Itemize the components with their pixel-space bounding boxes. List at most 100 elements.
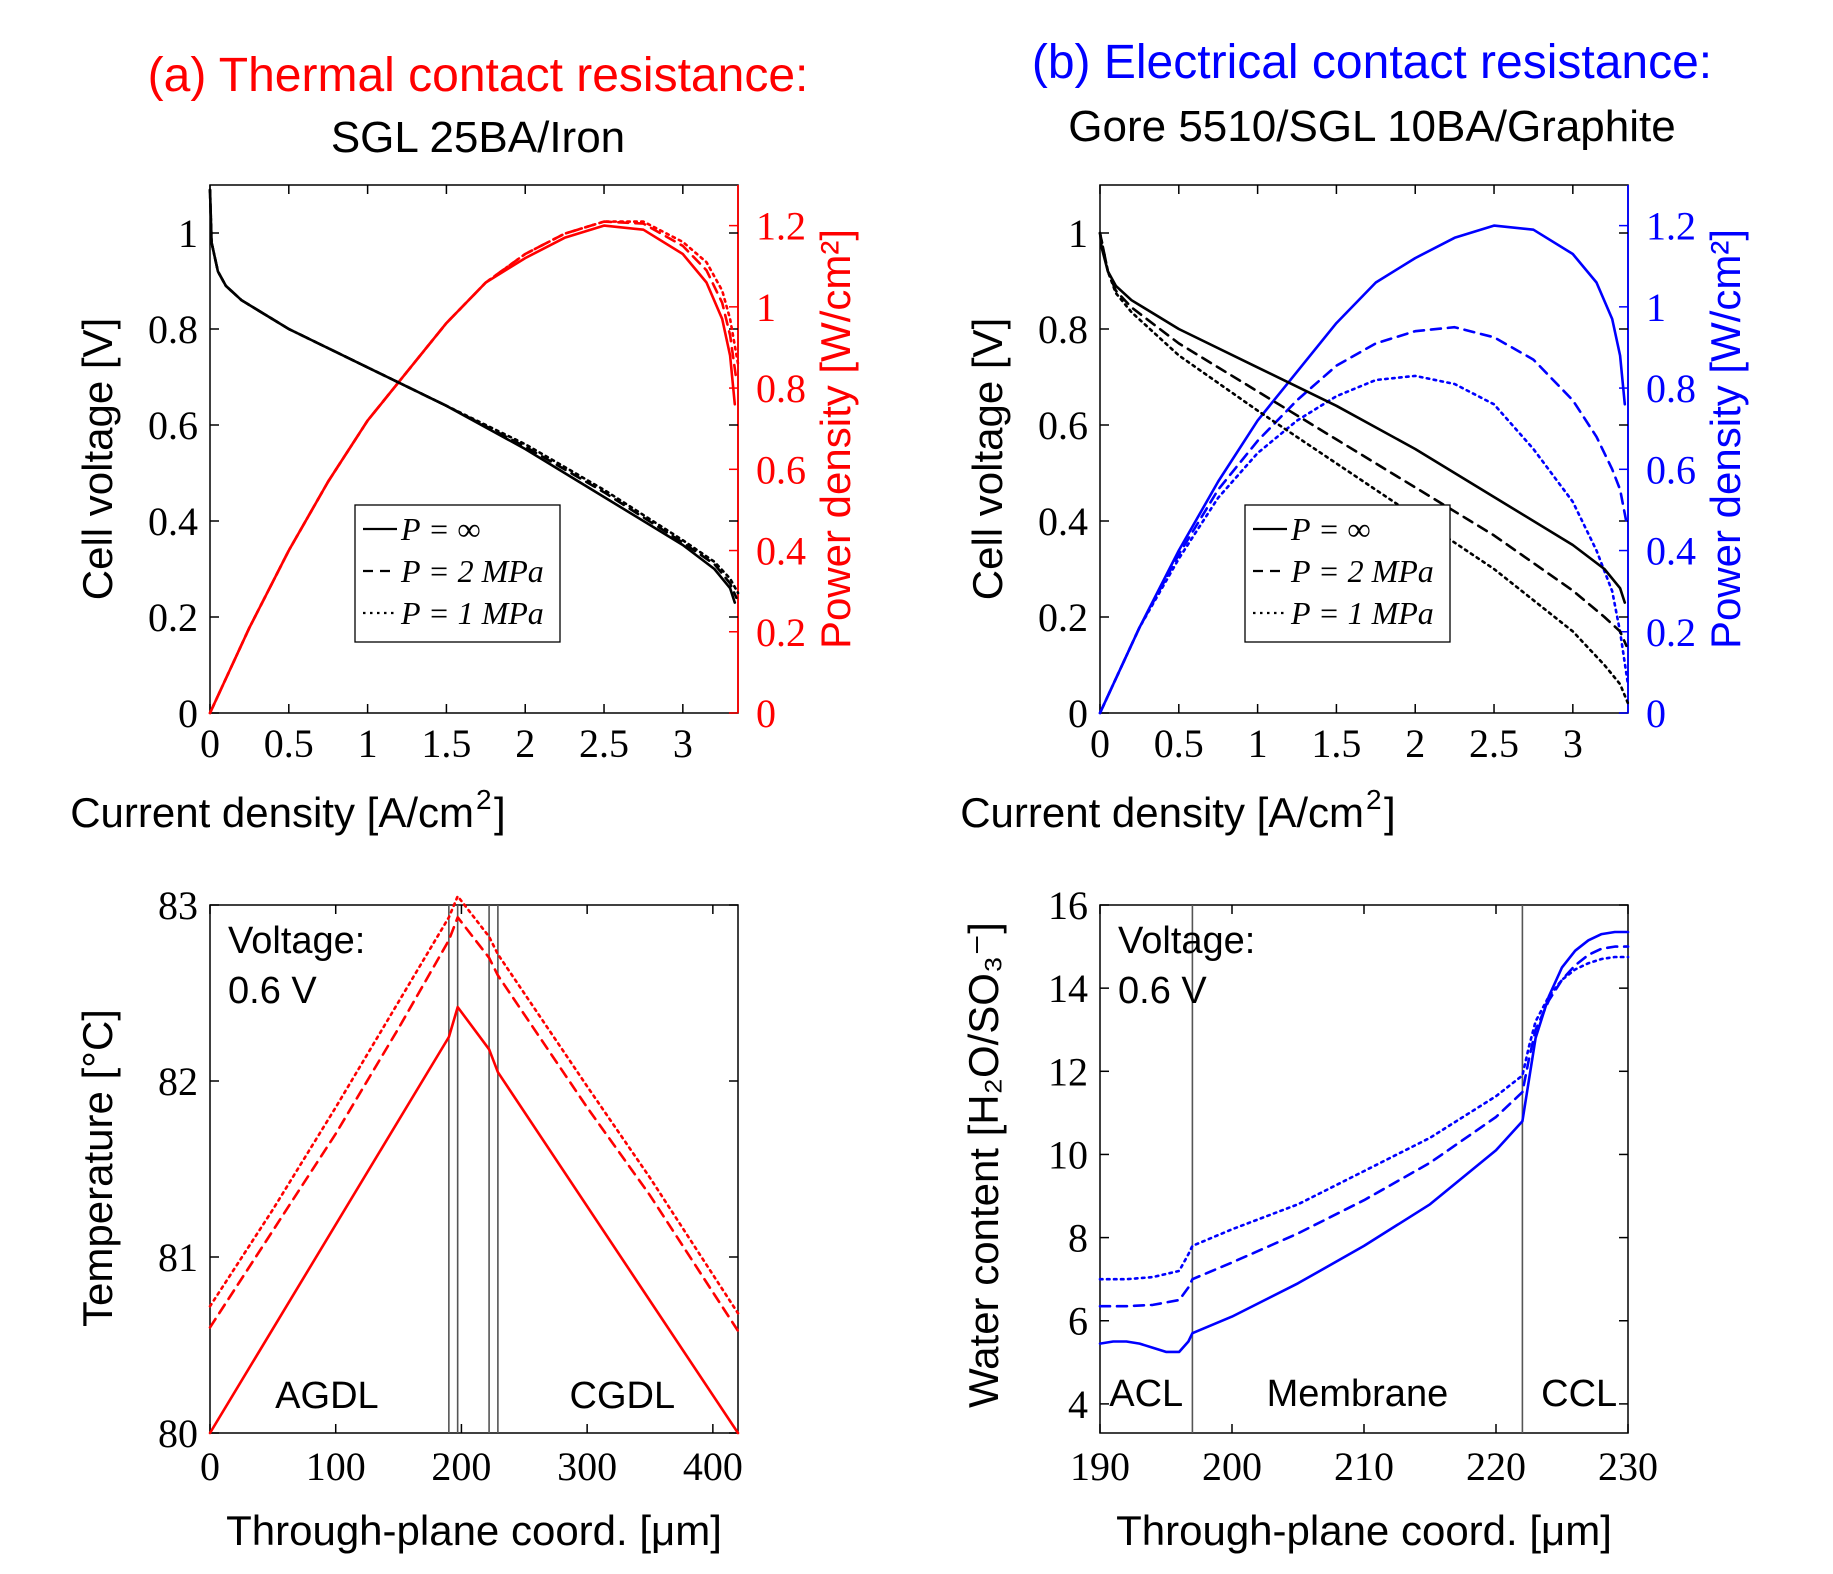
y-tick-label: 0	[1068, 691, 1088, 736]
power-series-line	[1098, 224, 1627, 715]
legend-label: P = 2 MPa	[1290, 553, 1434, 589]
y-tick-label: 0.8	[148, 307, 198, 352]
series-line	[1098, 955, 1630, 1281]
x-axis-label-end: ]	[494, 789, 506, 836]
y-tick-label: 83	[158, 883, 198, 928]
left-subtitle: SGL 25BA/Iron	[331, 113, 625, 162]
y2-tick-label: 0.6	[1646, 447, 1696, 492]
y-tick-label: 0.6	[148, 403, 198, 448]
x-tick-label: 400	[683, 1444, 743, 1489]
legend-box	[354, 504, 561, 643]
y-axis-label: Temperature [°C]	[74, 1009, 121, 1327]
x-tick-label: 200	[1202, 1444, 1262, 1489]
y-tick-label: 1	[178, 211, 198, 256]
y-tick-label: 0.8	[1038, 307, 1088, 352]
region-label: ACL	[1109, 1373, 1183, 1415]
x-axis-label: Current density [A/cm	[960, 789, 1364, 836]
x-tick-label: 300	[557, 1444, 617, 1489]
y2-tick-label: 0.4	[1646, 529, 1696, 574]
legend-label: P = 2 MPa	[400, 553, 544, 589]
x-tick-label: 2.5	[579, 721, 629, 766]
power-series-line	[1098, 325, 1628, 715]
right-subtitle: Gore 5510/SGL 10BA/Graphite	[1068, 102, 1675, 151]
y-tick-label: 82	[158, 1059, 198, 1104]
annotation-text: Voltage:	[228, 920, 365, 962]
x-tick-label: 200	[431, 1444, 491, 1489]
y-tick-label: 0.6	[1038, 403, 1088, 448]
legend-label: P = ∞	[1290, 511, 1370, 547]
y2-tick-label: 1	[1646, 285, 1666, 330]
y-tick-label: 8	[1068, 1216, 1088, 1261]
right-title: (b) Electrical contact resistance:	[1032, 36, 1712, 89]
legend-label: P = 1 MPa	[1290, 595, 1434, 631]
series-line	[208, 1005, 740, 1435]
y2-tick-label: 0.8	[756, 366, 806, 411]
y-tick-label: 0.2	[148, 595, 198, 640]
x-tick-label: 230	[1598, 1444, 1658, 1489]
region-label: AGDL	[275, 1375, 378, 1417]
x-tick-label: 2.5	[1469, 721, 1519, 766]
x-tick-label: 2	[1405, 721, 1425, 766]
x-axis-label-end: ]	[1384, 789, 1396, 836]
y2-tick-label: 0	[756, 691, 776, 736]
y-tick-label: 80	[158, 1411, 198, 1456]
y2-tick-label: 1	[756, 285, 776, 330]
voltage-series-line	[208, 188, 740, 595]
y-tick-label: 10	[1048, 1132, 1088, 1177]
x-axis-label-sup: 2	[476, 784, 492, 815]
panel-a-temperature: 80 81 82 83 0 100 200 300 400 Voltage: 0.6 V AGDL CG…	[74, 883, 743, 1554]
x-tick-label: 190	[1070, 1444, 1130, 1489]
y2-tick-label: 0.8	[1646, 366, 1696, 411]
region-label: CGDL	[570, 1375, 676, 1417]
y2-tick-label: 0.6	[756, 447, 806, 492]
y-tick-label: 6	[1068, 1299, 1088, 1344]
y-axis-label: Cell voltage [V]	[74, 318, 121, 600]
x-tick-label: 0.5	[264, 721, 314, 766]
x-tick-label: 0	[200, 721, 220, 766]
y2-tick-label: 1.2	[756, 204, 806, 249]
series-line	[1098, 930, 1630, 1354]
y-tick-label: 1	[1068, 211, 1088, 256]
x-tick-label: 210	[1334, 1444, 1394, 1489]
x-axis-label-sup: 2	[1366, 784, 1382, 815]
x-tick-label: 0.5	[1154, 721, 1204, 766]
annotation-text: 0.6 V	[228, 970, 317, 1012]
x-axis-label: Through-plane coord. [μm]	[1116, 1507, 1612, 1554]
voltage-series-line	[1098, 231, 1628, 648]
left-title: (a) Thermal contact resistance:	[148, 49, 809, 102]
y-tick-label: 81	[158, 1235, 198, 1280]
y-axis-label: Cell voltage [V]	[964, 318, 1011, 600]
x-tick-label: 0	[1090, 721, 1110, 766]
y2-tick-label: 1.2	[1646, 204, 1696, 249]
y2-axis-label: Power density [W/cm²]	[812, 229, 859, 649]
y2-tick-label: 0.4	[756, 529, 806, 574]
annotation-text: 0.6 V	[1118, 970, 1207, 1012]
y-tick-label: 12	[1048, 1049, 1088, 1094]
x-tick-label: 3	[673, 721, 693, 766]
x-tick-label: 220	[1466, 1444, 1526, 1489]
x-axis-label: Through-plane coord. [μm]	[226, 1507, 722, 1554]
y-axis-label: Water content [H₂O/SO₃⁻]	[960, 922, 1007, 1408]
series-line	[208, 894, 740, 1315]
y-tick-label: 14	[1048, 966, 1088, 1011]
region-label: CCL	[1541, 1373, 1617, 1415]
y-tick-label: 0	[178, 691, 198, 736]
series-line	[1098, 945, 1630, 1308]
x-tick-label: 1.5	[421, 721, 471, 766]
region-label: Membrane	[1267, 1373, 1449, 1415]
x-tick-label: 1	[1248, 721, 1268, 766]
x-tick-label: 2	[515, 721, 535, 766]
plot-frame	[209, 904, 739, 1434]
x-tick-label: 1	[358, 721, 378, 766]
legend-box	[1244, 504, 1451, 643]
y-tick-label: 4	[1068, 1382, 1088, 1427]
y-tick-label: 0.2	[1038, 595, 1088, 640]
x-axis-label: Current density [A/cm	[70, 789, 474, 836]
legend-label: P = ∞	[400, 511, 480, 547]
legend-label: P = 1 MPa	[400, 595, 544, 631]
y-tick-label: 0.4	[148, 499, 198, 544]
x-tick-label: 0	[200, 1444, 220, 1489]
